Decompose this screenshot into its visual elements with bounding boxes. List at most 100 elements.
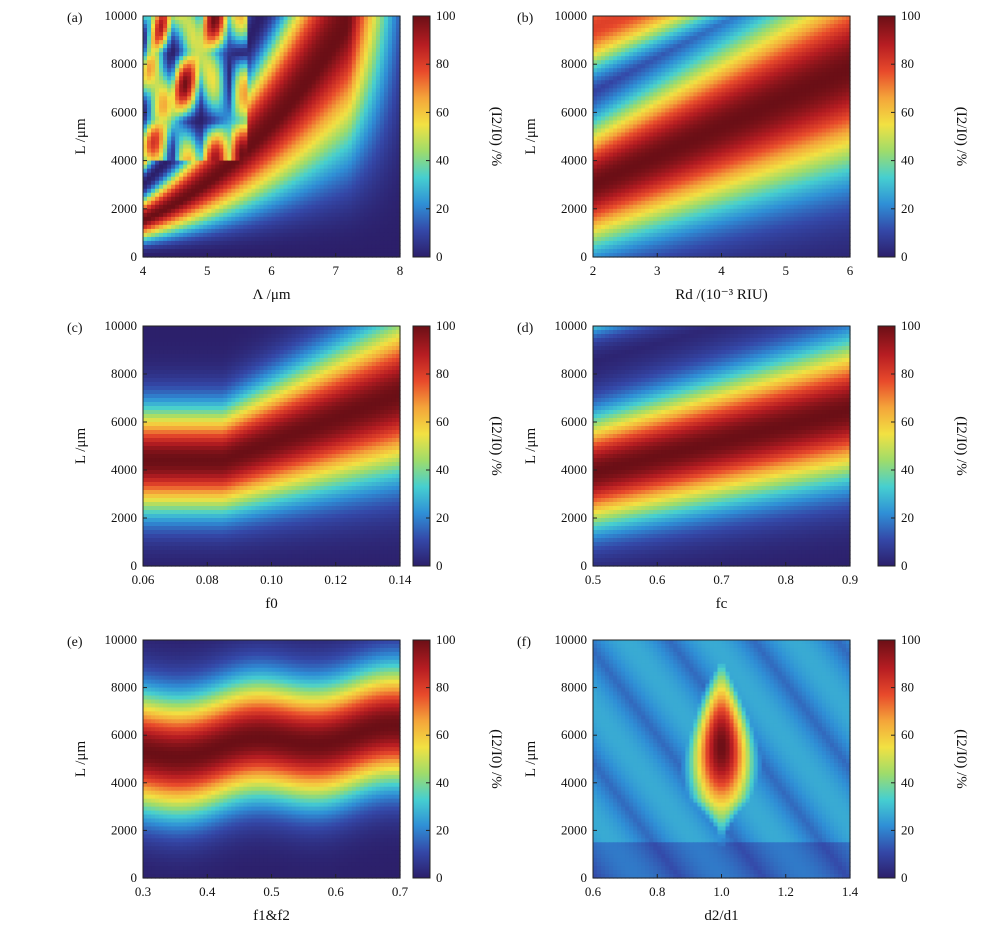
heatmap-cell [183, 120, 188, 126]
heatmap-cell [367, 140, 373, 146]
heatmap-cell [283, 244, 289, 250]
heatmap-cell [199, 64, 204, 69]
heatmap-cell [355, 124, 361, 130]
heatmap-cell [275, 184, 281, 190]
heatmap-cell [263, 232, 269, 238]
heatmap-cell [267, 248, 273, 254]
heatmap-cell [359, 48, 365, 53]
heatmap-cell [203, 184, 208, 190]
heatmap-cell [717, 36, 723, 41]
heatmap-cell [195, 208, 200, 214]
heatmap-cell [215, 156, 220, 162]
heatmap-cell [291, 48, 297, 53]
heatmap-cell [251, 116, 257, 122]
heatmap-cell [677, 44, 682, 49]
heatmap-cell [223, 216, 228, 222]
heatmap-cell [773, 20, 779, 25]
heatmap-cell [255, 224, 261, 230]
heatmap-cell [175, 248, 180, 254]
heatmap-cell [613, 76, 618, 81]
heatmap-cell [793, 20, 799, 25]
heatmap-cell [215, 176, 220, 182]
heatmap-cell [625, 16, 630, 21]
heatmap-cell [327, 204, 333, 210]
heatmap-cell [395, 132, 401, 138]
heatmap-cell [641, 68, 646, 73]
heatmap-cell [805, 80, 811, 85]
heatmap-cell [335, 196, 341, 202]
heatmap-cell [279, 100, 285, 105]
heatmap-cell [223, 160, 228, 166]
heatmap-cell [315, 28, 321, 33]
heatmap-cell [167, 136, 172, 142]
heatmap-cell [387, 48, 393, 53]
heatmap-cell [151, 32, 156, 37]
heatmap-cell [375, 212, 381, 218]
heatmap-cell [697, 68, 703, 73]
heatmap-cell [645, 76, 650, 81]
heatmap-cell [235, 212, 240, 218]
heatmap-cell [283, 164, 289, 170]
heatmap-cell [355, 48, 361, 53]
heatmap-cell [781, 40, 787, 45]
heatmap-cell [383, 76, 389, 81]
heatmap-cell [223, 24, 228, 29]
heatmap-cell [255, 156, 261, 162]
heatmap-cell [163, 92, 168, 97]
heatmap-cell [275, 128, 281, 134]
heatmap-cell [797, 16, 803, 21]
heatmap-cell [307, 164, 313, 170]
heatmap-cell [717, 76, 723, 81]
heatmap-cell [295, 164, 301, 170]
heatmap-cell [247, 156, 253, 162]
heatmap-cell [757, 48, 763, 53]
heatmap-cell [219, 240, 224, 246]
heatmap-cell [837, 40, 843, 45]
heatmap-cell [395, 252, 401, 258]
heatmap-cell [395, 48, 401, 53]
heatmap-cell [657, 68, 662, 73]
heatmap-cell [255, 164, 261, 170]
heatmap-cell [175, 68, 180, 73]
heatmap-cell [713, 28, 719, 33]
heatmap-cell [737, 52, 743, 57]
heatmap-cell [263, 56, 269, 61]
heatmap-cell [243, 104, 249, 109]
heatmap-cell [371, 84, 377, 89]
heatmap-cell [227, 228, 232, 234]
heatmap-cell [187, 40, 192, 45]
heatmap-cell [801, 60, 807, 65]
heatmap-cell [395, 160, 401, 166]
heatmap-cell [379, 124, 385, 130]
heatmap-cell [697, 40, 703, 45]
heatmap-cell [227, 216, 232, 222]
heatmap-cell [745, 80, 751, 85]
heatmap-cell [669, 64, 674, 69]
heatmap-cell [155, 136, 160, 142]
heatmap-cell [721, 68, 727, 73]
heatmap-cell [191, 128, 196, 134]
heatmap-cell [355, 220, 361, 226]
heatmap-cell [825, 40, 831, 45]
heatmap-cell [243, 156, 249, 162]
heatmap-cell [283, 128, 289, 134]
heatmap-cell [371, 176, 377, 182]
heatmap-cell [159, 24, 164, 29]
heatmap-cell [395, 244, 401, 250]
heatmap-cell [785, 52, 791, 57]
heatmap-cell [737, 80, 743, 85]
heatmap-cell [287, 60, 293, 65]
heatmap-cell [299, 36, 305, 41]
heatmap-cell [343, 172, 349, 178]
heatmap-cell [215, 180, 220, 186]
heatmap-cell [637, 84, 642, 89]
heatmap-cell [147, 176, 152, 182]
heatmap-cell [351, 24, 357, 29]
heatmap-cell [721, 48, 727, 53]
heatmap-cell [291, 24, 297, 29]
heatmap-cell [781, 52, 787, 57]
heatmap-cell [187, 200, 192, 206]
heatmap-cell [331, 84, 337, 89]
heatmap-cell [143, 52, 148, 57]
heatmap-cell [247, 88, 253, 93]
